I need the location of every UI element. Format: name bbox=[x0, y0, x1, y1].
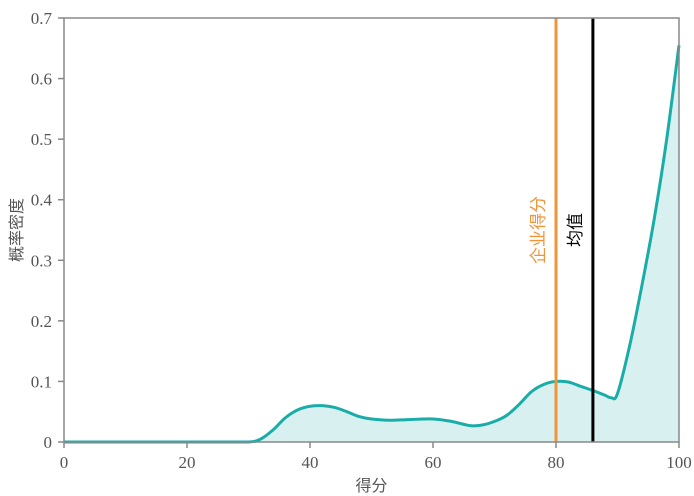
x-tick-label: 100 bbox=[666, 453, 692, 472]
y-tick-label: 0.2 bbox=[31, 312, 52, 331]
y-tick-label: 0.5 bbox=[31, 130, 52, 149]
y-tick-label: 0.4 bbox=[31, 191, 53, 210]
y-tick-label: 0.1 bbox=[31, 372, 52, 391]
plot-area: 企业得分 均值 bbox=[64, 18, 681, 444]
axes: 0 20 40 60 80 100 0 0.1 0.2 0.3 0.4 0.5 0.6 0.7 bbox=[31, 9, 692, 472]
axes-frame bbox=[63, 17, 680, 443]
reference-line-label-1: 企业得分 bbox=[529, 196, 549, 264]
x-tick-label: 0 bbox=[60, 453, 69, 472]
reference-line-label-2: 均值 bbox=[566, 213, 586, 247]
x-axis-title: 得分 bbox=[355, 476, 387, 495]
y-tick-label: 0.3 bbox=[31, 251, 52, 270]
x-tick-label: 80 bbox=[548, 453, 565, 472]
y-axis-title: 概率密度 bbox=[7, 198, 26, 262]
x-tick-label: 20 bbox=[179, 453, 196, 472]
x-tick-label: 60 bbox=[425, 453, 442, 472]
x-tick-label: 40 bbox=[302, 453, 319, 472]
y-tick-label: 0 bbox=[44, 433, 53, 452]
density-curve bbox=[64, 45, 681, 444]
y-tick-label: 0.6 bbox=[31, 70, 52, 89]
axis-labels: 得分 概率密度 bbox=[7, 198, 388, 495]
density-area-fill bbox=[64, 45, 679, 442]
y-tick-label: 0.7 bbox=[31, 9, 53, 28]
